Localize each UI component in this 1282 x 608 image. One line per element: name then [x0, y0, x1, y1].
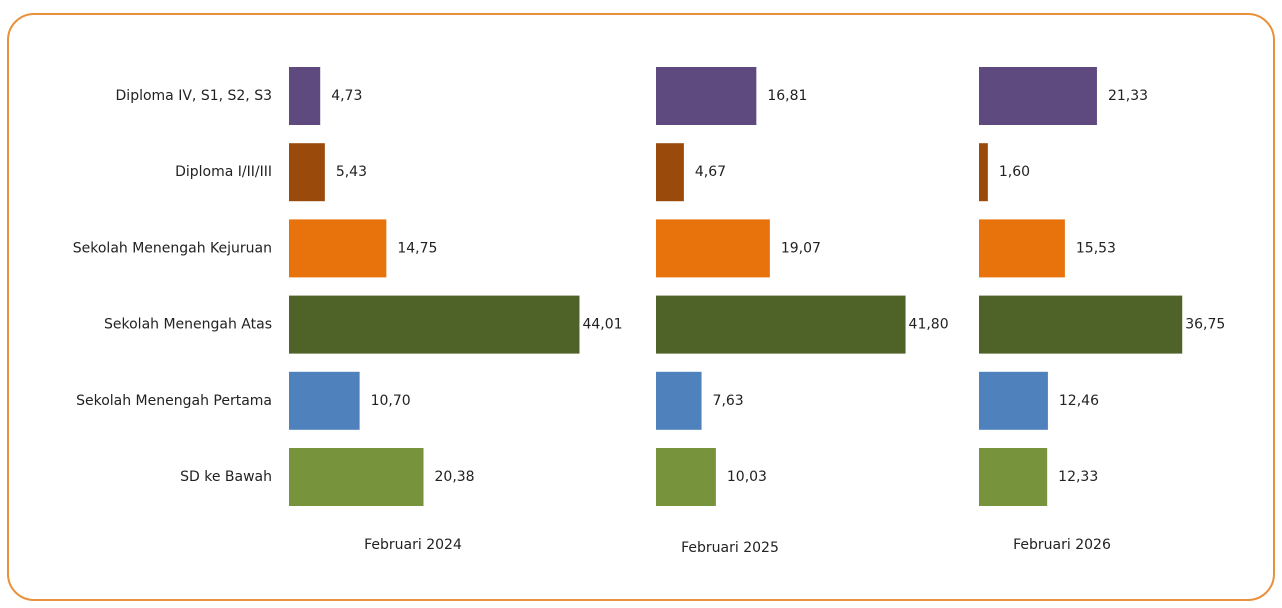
value-label: 14,75: [397, 240, 437, 256]
value-label: 4,67: [695, 164, 726, 180]
value-label: 15,53: [1076, 240, 1116, 256]
value-label: 10,70: [371, 393, 411, 409]
value-label: 5,43: [336, 164, 367, 180]
value-label: 20,38: [435, 469, 475, 485]
value-label: 7,63: [713, 393, 744, 409]
panel-label: Februari 2026: [1013, 537, 1111, 553]
bar: [656, 295, 906, 354]
bar: [289, 67, 321, 125]
bar: [979, 371, 1048, 430]
value-label: 44,01: [582, 317, 622, 333]
category-label: Sekolah Menengah Pertama: [76, 393, 272, 409]
value-label: 12,46: [1059, 393, 1099, 409]
bar: [979, 143, 988, 202]
value-label: 10,03: [727, 469, 767, 485]
category-label: Diploma IV, S1, S2, S3: [116, 88, 272, 104]
value-label: 12,33: [1058, 469, 1098, 485]
bar: [656, 448, 716, 506]
category-label: Sekolah Menengah Kejuruan: [73, 240, 272, 256]
bar: [979, 67, 1097, 125]
value-label: 41,80: [909, 317, 949, 333]
value-label: 16,81: [767, 88, 807, 104]
value-label: 19,07: [781, 240, 821, 256]
value-label: 21,33: [1108, 88, 1148, 104]
value-label: 4,73: [331, 88, 362, 104]
panel-label: Februari 2025: [681, 540, 779, 556]
bar: [979, 448, 1048, 506]
bar: [656, 219, 770, 278]
bar: [289, 219, 387, 278]
bar: [656, 67, 757, 125]
bar: [656, 371, 702, 430]
bar: [656, 143, 684, 202]
category-label: Sekolah Menengah Atas: [104, 317, 272, 333]
bar: [289, 295, 580, 354]
bar: [979, 295, 1183, 354]
panel-label: Februari 2024: [364, 537, 462, 553]
bar: [979, 219, 1065, 278]
category-label: SD ke Bawah: [180, 469, 272, 485]
value-label: 1,60: [999, 164, 1030, 180]
category-label: Diploma I/II/III: [175, 164, 272, 180]
bar: [289, 371, 360, 430]
value-label: 36,75: [1185, 317, 1225, 333]
bar: [289, 143, 325, 202]
bar: [289, 448, 424, 506]
